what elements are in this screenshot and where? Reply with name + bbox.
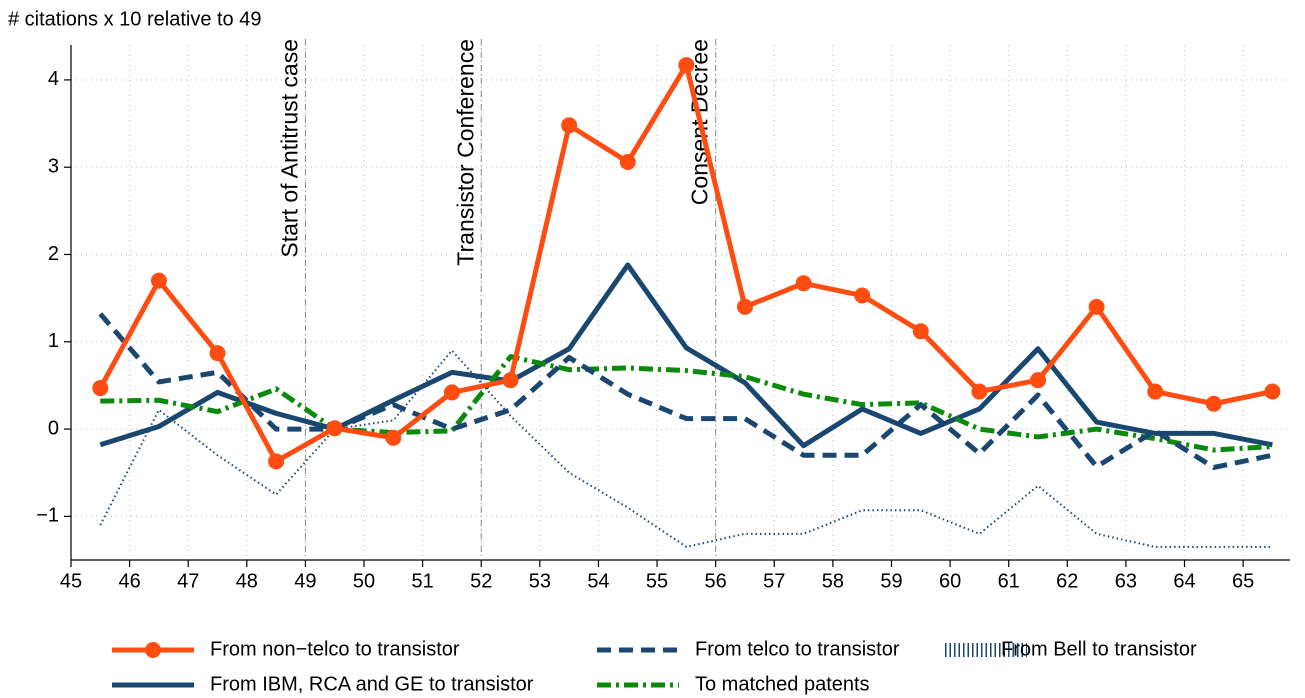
point: [268, 453, 285, 470]
x-tick-label: 62: [1056, 570, 1078, 592]
x-tick-label: 50: [353, 570, 375, 592]
legend-label: From non−telco to transistor: [210, 638, 460, 660]
series-line: [100, 354, 1273, 453]
point: [209, 345, 226, 362]
point: [385, 429, 402, 446]
x-tick-label: 57: [763, 570, 785, 592]
legend-label: From telco to transistor: [695, 638, 900, 660]
point: [1147, 383, 1164, 400]
point: [678, 57, 695, 74]
x-tick-label: 45: [60, 570, 82, 592]
x-tick-label: 55: [646, 570, 668, 592]
x-tick-label: 59: [880, 570, 902, 592]
y-tick-label: 3: [48, 155, 59, 177]
series-line: [99, 262, 1273, 449]
x-tick-label: 54: [587, 570, 609, 592]
y-tick-label: 4: [48, 68, 59, 90]
annotation: Start of Antitrust case: [277, 39, 303, 258]
point: [795, 275, 812, 292]
legend-marker: [145, 642, 161, 658]
point: [502, 372, 519, 389]
x-tick-label: 49: [294, 570, 316, 592]
x-tick-label: 56: [705, 570, 727, 592]
x-tick-label: 61: [998, 570, 1020, 592]
point: [443, 384, 460, 401]
point: [619, 153, 636, 170]
x-tick-label: 51: [412, 570, 434, 592]
point: [912, 323, 929, 340]
x-tick-label: 53: [529, 570, 551, 592]
x-tick-label: 47: [177, 570, 199, 592]
y-tick-label: 0: [48, 417, 59, 439]
x-tick-label: 46: [118, 570, 140, 592]
legend-label: To matched patents: [695, 673, 870, 695]
point: [1264, 383, 1281, 400]
point: [150, 272, 167, 289]
y-tick-label: −1: [36, 505, 59, 527]
legend-label: From IBM, RCA and GE to transistor: [210, 673, 534, 695]
series-line: [98, 312, 1273, 470]
x-tick-label: 48: [236, 570, 258, 592]
point: [1205, 395, 1222, 412]
point: [736, 298, 753, 315]
x-tick-label: 52: [470, 570, 492, 592]
chart-title: # citations x 10 relative to 49: [8, 8, 261, 30]
x-tick-label: 58: [822, 570, 844, 592]
point: [561, 117, 578, 134]
x-tick-label: 64: [1173, 570, 1195, 592]
y-tick-label: 2: [48, 243, 59, 265]
x-tick-label: 65: [1232, 570, 1254, 592]
point: [854, 287, 871, 304]
point: [1029, 372, 1046, 389]
x-tick-label: 63: [1115, 570, 1137, 592]
point: [1088, 298, 1105, 315]
x-tick-label: 60: [939, 570, 961, 592]
y-tick-label: 1: [48, 330, 59, 352]
series-line: [99, 349, 1273, 548]
point: [971, 383, 988, 400]
point: [92, 380, 109, 397]
point: [326, 420, 343, 437]
legend-label: From Bell to transistor: [1001, 638, 1197, 660]
annotation: Transistor Conference: [452, 39, 478, 266]
